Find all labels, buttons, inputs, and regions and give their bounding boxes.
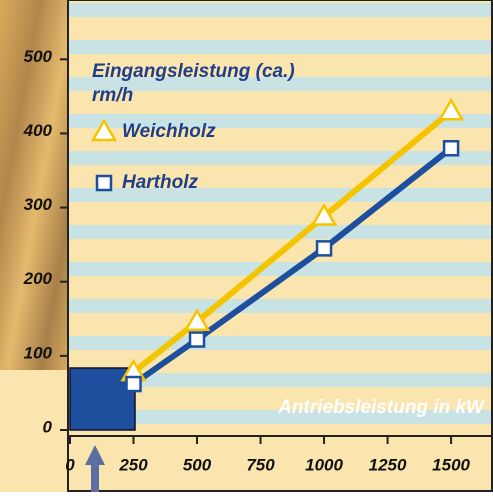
x-label: Antriebsleistung in kW	[277, 397, 486, 418]
legend-marker	[97, 176, 111, 190]
legend-label: Weichholz	[122, 121, 216, 142]
x-tick-label: 1500	[432, 455, 470, 474]
x-tick-label: 500	[183, 455, 212, 474]
y-unit: rm/h	[92, 85, 133, 106]
y-tick-label: 0	[43, 417, 53, 436]
x-tick-label: 1000	[305, 455, 343, 474]
legend-label: Hartholz	[122, 172, 199, 193]
chart: 0 100 200 300 400 500 0 250 500 750 1000 1250 1500 We…	[0, 0, 493, 492]
y-tick-label: 400	[23, 121, 53, 140]
y-tick-label: 500	[24, 47, 53, 66]
y-tick-label: 300	[24, 195, 53, 214]
x-tick-label: 750	[246, 455, 275, 474]
x-tick-label: 0	[65, 455, 75, 474]
data-point	[190, 333, 204, 347]
y-label: Eingangsleistung (ca.)	[92, 61, 295, 82]
data-point	[317, 241, 331, 255]
data-point	[444, 141, 458, 155]
x-tick-label: 1250	[369, 455, 407, 474]
y-tick-label: 200	[23, 269, 53, 288]
data-point	[127, 377, 141, 391]
x-tick-label: 250	[118, 455, 148, 474]
y-tick-label: 100	[24, 343, 53, 362]
